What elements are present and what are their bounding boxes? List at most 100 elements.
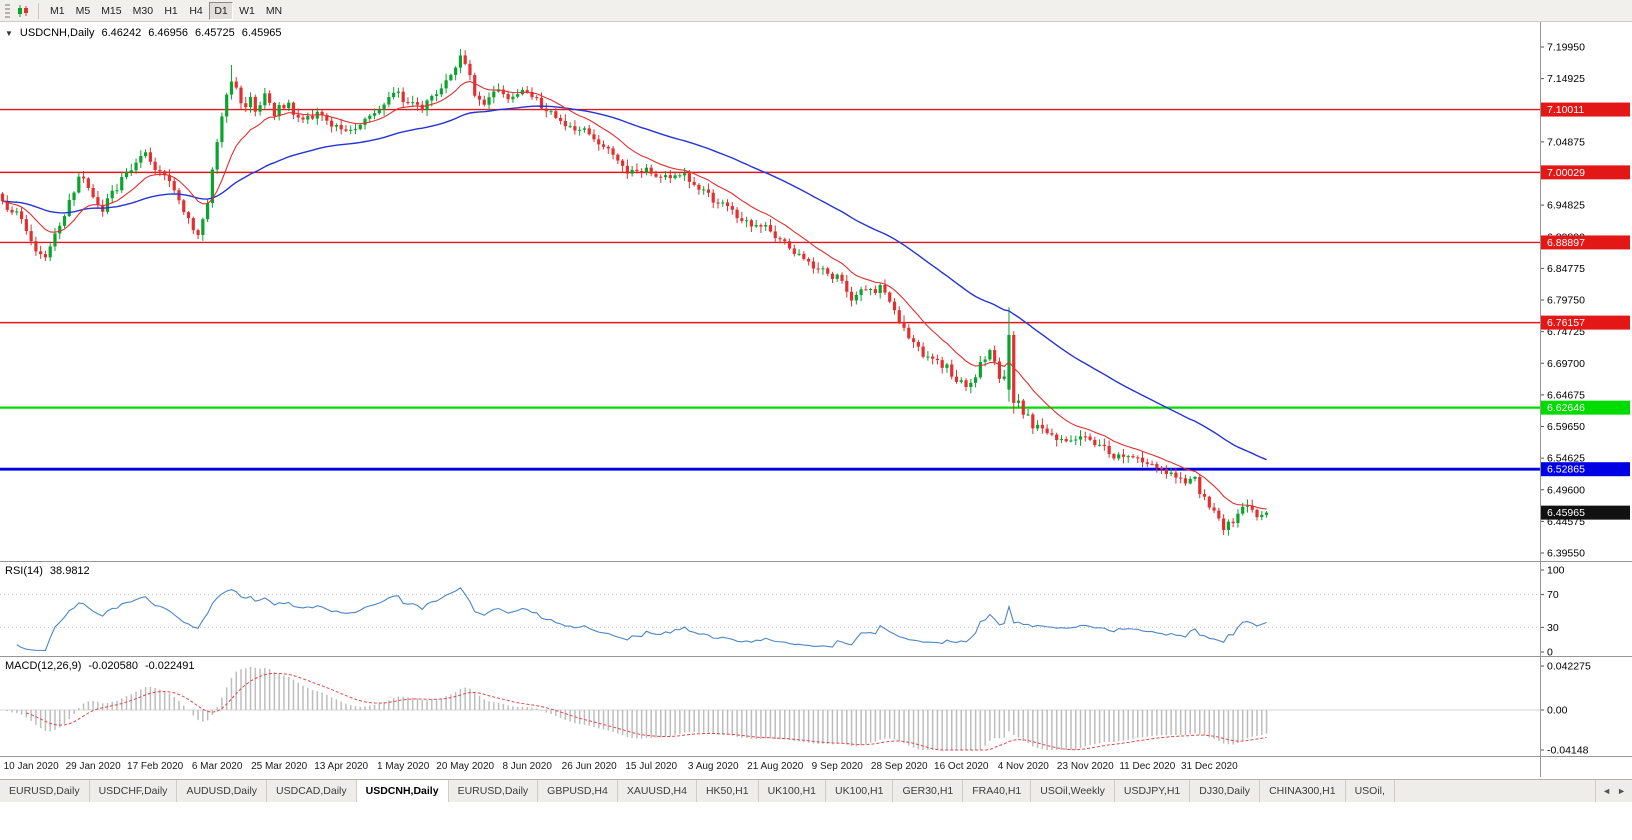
toolbar-grip[interactable] — [5, 3, 10, 18]
price-axis-splitter[interactable] — [1540, 22, 1541, 777]
price-level-badge: 6.88897 — [1541, 235, 1630, 250]
date-axis-label: 25 Mar 2020 — [251, 761, 308, 772]
chart-tab-china300-h1[interactable]: CHINA300,H1 — [1260, 780, 1346, 802]
close-value: 6.45965 — [241, 27, 282, 39]
date-axis-label: 21 Aug 2020 — [747, 761, 804, 772]
tab-scroll-right-button[interactable]: ► — [1617, 786, 1626, 796]
svg-text:0.00: 0.00 — [1547, 705, 1568, 717]
price-level-badge: 7.00029 — [1541, 165, 1630, 180]
chart-tab-usoil-weekly[interactable]: USOil,Weekly — [1031, 780, 1115, 802]
svg-text:6.88897: 6.88897 — [1547, 237, 1585, 249]
chart-type-icon[interactable] — [14, 2, 32, 20]
timeframe-button-w1[interactable]: W1 — [239, 4, 255, 17]
svg-text:7.00029: 7.00029 — [1547, 167, 1585, 179]
price-level-badge: 7.10011 — [1541, 102, 1630, 117]
low-value: 6.45725 — [195, 27, 235, 39]
high-value: 6.46956 — [148, 27, 189, 39]
timeframe-buttons: M1 M5 M15 M30 H1 H4 D1 W1 MN — [45, 1, 287, 20]
candles-layer — [0, 49, 1269, 536]
rsi-label: RSI(14) — [5, 565, 43, 577]
timeframe-button-h4[interactable]: H4 — [189, 4, 203, 17]
svg-text:7.19950: 7.19950 — [1547, 42, 1585, 54]
date-axis-label: 9 Sep 2020 — [811, 761, 863, 772]
macd-title: MACD(12,26,9) -0.020580 -0.022491 — [5, 660, 195, 672]
tab-scroll-arrows: ◄ ► — [1595, 780, 1632, 802]
macd-histogram — [6, 666, 1268, 750]
macd-signal-value: -0.022491 — [144, 660, 195, 672]
svg-text:6.94825: 6.94825 — [1547, 200, 1585, 212]
candlestick-glyph-icon — [18, 4, 28, 17]
svg-text:6.52865: 6.52865 — [1547, 464, 1585, 476]
tab-scroll-left-button[interactable]: ◄ — [1602, 786, 1612, 796]
date-axis-label: 31 Dec 2020 — [1180, 761, 1238, 772]
chart-tab-uk100-h1[interactable]: UK100,H1 — [758, 780, 827, 802]
date-axis-label: 13 Apr 2020 — [314, 761, 369, 772]
date-axis-label: 8 Jun 2020 — [502, 761, 552, 772]
chart-tab-eurusd-daily[interactable]: EURUSD,Daily — [448, 780, 539, 802]
svg-text:0.042275: 0.042275 — [1547, 661, 1591, 673]
svg-text:7.14925: 7.14925 — [1547, 73, 1585, 85]
date-axis-label: 28 Sep 2020 — [870, 761, 928, 772]
date-axis-label: 6 Mar 2020 — [191, 761, 243, 772]
date-axis-label: 29 Jan 2020 — [65, 761, 121, 772]
svg-text:6.59650: 6.59650 — [1547, 421, 1585, 433]
open-value: 6.46242 — [101, 27, 142, 39]
svg-text:6.54625: 6.54625 — [1547, 453, 1585, 465]
macd-panel[interactable]: 0.042275 0.00 -0.04148 — [0, 657, 1632, 756]
timeframe-button-m1[interactable]: M1 — [50, 4, 65, 17]
chart-tab-usdcad-daily[interactable]: USDCAD,Daily — [267, 780, 357, 802]
chart-ohlc-header: ▼ USDCNH,Daily 6.46242 6.46956 6.45725 6… — [5, 27, 282, 39]
date-axis-label: 11 Dec 2020 — [1119, 761, 1176, 772]
chart-tab-ger30-h1[interactable]: GER30,H1 — [893, 780, 964, 802]
svg-text:100: 100 — [1547, 565, 1565, 577]
ma-fast-line — [2, 80, 1267, 510]
price-level-badge: 6.62646 — [1541, 400, 1630, 415]
timeframe-button-m15[interactable]: M15 — [101, 4, 122, 17]
svg-text:6.64675: 6.64675 — [1547, 389, 1585, 401]
timeframe-button-mn[interactable]: MN — [265, 4, 283, 17]
date-axis-label: 16 Oct 2020 — [934, 761, 989, 772]
svg-text:6.62646: 6.62646 — [1547, 402, 1585, 414]
chart-tab-audusd-daily[interactable]: AUDUSD,Daily — [177, 780, 268, 802]
chart-tab-gbpusd-h4[interactable]: GBPUSD,H4 — [538, 780, 618, 802]
chart-tab-eurusd-daily[interactable]: EURUSD,Daily — [0, 780, 90, 802]
timeframe-button-d1[interactable]: D1 — [209, 1, 234, 20]
chart-tab-dj30-daily[interactable]: DJ30,Daily — [1190, 780, 1261, 802]
timeframe-button-m30[interactable]: M30 — [132, 4, 154, 17]
horizontal-level-lines — [0, 108, 1540, 471]
chart-tab-usdchf-daily[interactable]: USDCHF,Daily — [89, 780, 178, 802]
rsi-line — [16, 587, 1267, 652]
rsi-panel[interactable]: 100 70 30 0 — [0, 562, 1632, 656]
panel-splitter[interactable] — [0, 656, 1632, 657]
timeframe-button-h1[interactable]: H1 — [164, 4, 178, 17]
svg-text:6.79750: 6.79750 — [1547, 295, 1585, 307]
price-level-badge: 6.76157 — [1541, 315, 1630, 330]
chart-tab-usdjpy-h1[interactable]: USDJPY,H1 — [1114, 780, 1191, 802]
chart-tab-xauusd-h4[interactable]: XAUUSD,H4 — [617, 780, 697, 802]
chart-tab-usoil-[interactable]: USOil, — [1345, 780, 1395, 802]
svg-text:7.04875: 7.04875 — [1547, 136, 1585, 148]
svg-text:6.49600: 6.49600 — [1547, 484, 1585, 496]
collapse-icon[interactable]: ▼ — [5, 28, 13, 38]
date-axis-label: 10 Jan 2020 — [3, 761, 59, 772]
main-price-chart[interactable]: 7.199507.149257.099007.048756.998506.948… — [0, 22, 1632, 561]
panel-splitter[interactable] — [0, 756, 1632, 757]
chart-tab-fra40-h1[interactable]: FRA40,H1 — [963, 780, 1032, 802]
svg-text:6.69700: 6.69700 — [1547, 358, 1585, 370]
price-level-badge: 6.45965 — [1541, 505, 1630, 520]
toolbar-separator — [38, 2, 39, 19]
chart-tab-uk100-h1[interactable]: UK100,H1 — [826, 780, 894, 802]
macd-main-value: -0.020580 — [88, 660, 138, 672]
chart-tab-hk50-h1[interactable]: HK50,H1 — [696, 780, 759, 802]
date-axis-label: 20 May 2020 — [436, 761, 495, 772]
chart-tab-usdcnh-daily[interactable]: USDCNH,Daily — [356, 780, 449, 802]
rsi-title: RSI(14) 38.9812 — [5, 565, 90, 577]
timeframe-button-m5[interactable]: M5 — [75, 4, 91, 17]
panel-splitter[interactable] — [0, 561, 1632, 562]
date-axis-label: 1 May 2020 — [377, 761, 430, 772]
chart-tabs-bar: EURUSD,Daily USDCHF,Daily AUDUSD,Daily USDC… — [0, 779, 1632, 802]
time-axis[interactable]: 10 Jan 2020 29 Jan 2020 17 Feb 2020 6 Mar 2… — [0, 758, 1632, 778]
macd-signal-line — [26, 672, 1267, 751]
rsi-value: 38.9812 — [49, 565, 90, 577]
